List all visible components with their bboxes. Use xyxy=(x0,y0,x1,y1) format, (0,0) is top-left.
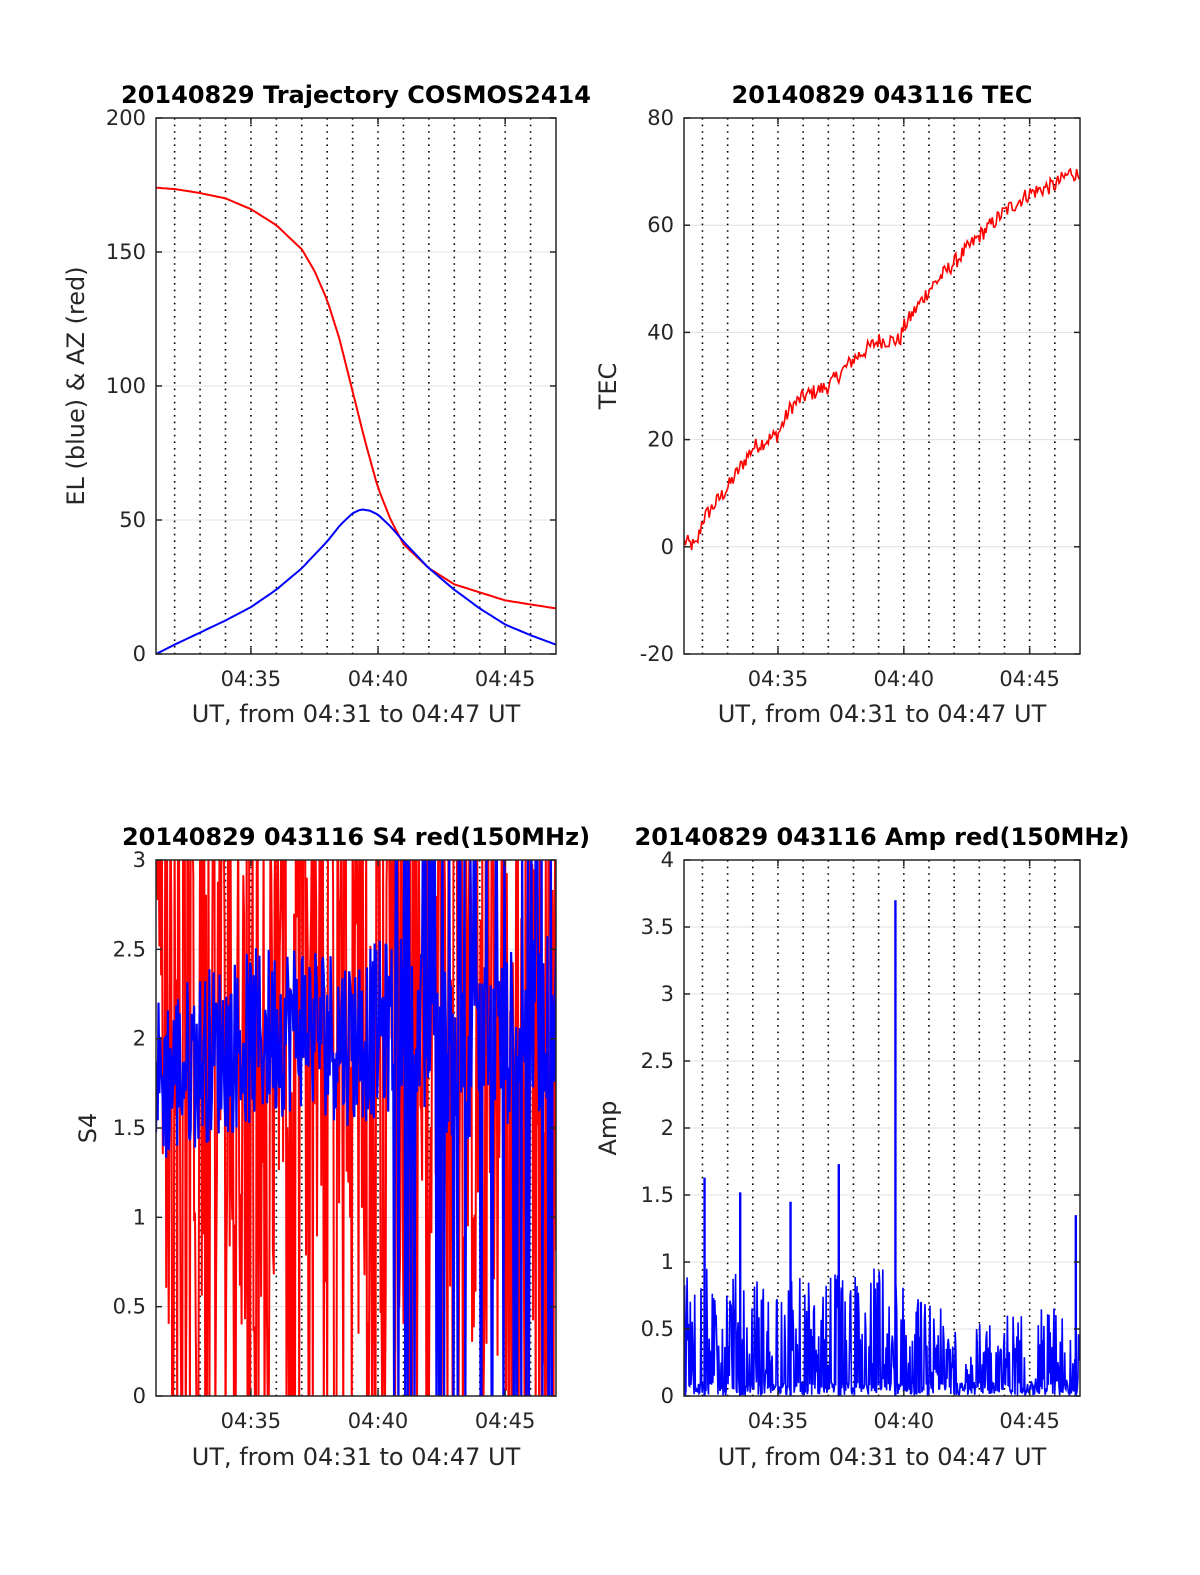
panel-amp: 20140829 043116 Amp red(150MHz) 0 0.5 1 1.5… xyxy=(594,823,1129,1471)
axes-frame xyxy=(683,117,1081,655)
y-tick-label: 3 xyxy=(661,982,674,1006)
x-tick-label: 04:35 xyxy=(748,667,809,691)
series-line xyxy=(156,508,556,654)
panel-trajectory: 20140829 Trajectory COSMOS2414 0 50 100 150… xyxy=(62,81,591,728)
y-tick-label: 50 xyxy=(119,508,146,532)
ticks: 0 0.5 1 1.5 2 2.5 3 04:35 04:40 04:45 xyxy=(113,848,556,1433)
y-tick-label: 40 xyxy=(647,320,674,344)
vertical-markers xyxy=(701,118,1056,654)
x-tick-label: 04:35 xyxy=(221,667,282,691)
y-tick-label: 0.5 xyxy=(113,1295,146,1319)
plot-area xyxy=(156,186,556,654)
x-tick-label: 04:35 xyxy=(221,1409,282,1433)
ticks: -20 0 20 40 60 80 04:35 04:40 04:45 xyxy=(640,106,1080,691)
series-line xyxy=(156,186,556,610)
panel-s4: 20140829 043116 S4 red(150MHz) 0 0.5 1 1.5 2… xyxy=(74,823,590,1471)
x-tick-label: 04:45 xyxy=(475,667,536,691)
y-axis-label: Amp xyxy=(594,1100,622,1155)
y-tick-label: 3 xyxy=(133,848,146,872)
y-tick-label: 0 xyxy=(133,1384,146,1408)
y-tick-label: 150 xyxy=(106,240,146,264)
y-tick-label: 3.5 xyxy=(641,915,674,939)
chart-title: 20140829 043116 TEC xyxy=(732,81,1033,109)
y-tick-label: 4 xyxy=(661,848,674,872)
x-axis-label: UT, from 04:31 to 04:47 UT xyxy=(192,700,521,728)
y-axis-label: S4 xyxy=(74,1113,102,1144)
panel-tec: 20140829 043116 TEC -20 0 20 40 60 80 04:35 04:… xyxy=(594,81,1081,728)
y-tick-label: 60 xyxy=(647,213,674,237)
x-axis-label: UT, from 04:31 to 04:47 UT xyxy=(192,1443,521,1471)
ticks: 0 0.5 1 1.5 2 2.5 3 3.5 4 04:35 04:40 04:45 xyxy=(641,848,1080,1433)
series-line xyxy=(156,860,556,1396)
plot-area xyxy=(684,900,1080,1396)
y-tick-label: 0 xyxy=(133,642,146,666)
y-axis-label: TEC xyxy=(594,363,622,411)
y-tick-label: 2.5 xyxy=(641,1049,674,1073)
y-tick-label: 100 xyxy=(106,374,146,398)
y-tick-label: 2 xyxy=(661,1116,674,1140)
y-tick-label: 2 xyxy=(133,1027,146,1051)
y-tick-label: 1.5 xyxy=(641,1183,674,1207)
x-tick-label: 04:40 xyxy=(874,1409,935,1433)
y-tick-label: -20 xyxy=(640,642,674,666)
x-tick-label: 04:45 xyxy=(999,1409,1060,1433)
y-axis-label: EL (blue) & AZ (red) xyxy=(62,266,90,505)
grid xyxy=(684,117,1080,655)
y-tick-label: 80 xyxy=(647,106,674,130)
y-tick-label: 200 xyxy=(106,106,146,130)
y-tick-label: 0.5 xyxy=(641,1317,674,1341)
chart-title: 20140829 Trajectory COSMOS2414 xyxy=(121,81,591,109)
x-axis-label: UT, from 04:31 to 04:47 UT xyxy=(718,700,1047,728)
x-axis-label: UT, from 04:31 to 04:47 UT xyxy=(718,1443,1047,1471)
x-tick-label: 04:45 xyxy=(999,667,1060,691)
x-tick-label: 04:35 xyxy=(748,1409,809,1433)
plot-area xyxy=(156,860,556,1396)
series-line xyxy=(684,167,1080,551)
x-tick-label: 04:40 xyxy=(874,667,935,691)
y-tick-label: 2.5 xyxy=(113,937,146,961)
y-tick-label: 0 xyxy=(661,535,674,559)
y-tick-label: 1.5 xyxy=(113,1116,146,1140)
x-tick-label: 04:45 xyxy=(475,1409,536,1433)
plot-area xyxy=(684,167,1080,551)
x-tick-label: 04:40 xyxy=(348,1409,409,1433)
chart-title: 20140829 043116 Amp red(150MHz) xyxy=(635,823,1130,851)
y-tick-label: 0 xyxy=(661,1384,674,1408)
x-tick-label: 04:40 xyxy=(348,667,409,691)
series-line xyxy=(684,1268,1080,1396)
ticks: 0 50 100 150 200 04:35 04:40 04:45 xyxy=(106,106,556,691)
chart-title: 20140829 043116 S4 red(150MHz) xyxy=(122,823,590,851)
y-tick-label: 20 xyxy=(647,428,674,452)
y-tick-label: 1 xyxy=(661,1250,674,1274)
y-tick-label: 1 xyxy=(133,1205,146,1229)
grid xyxy=(156,117,556,655)
